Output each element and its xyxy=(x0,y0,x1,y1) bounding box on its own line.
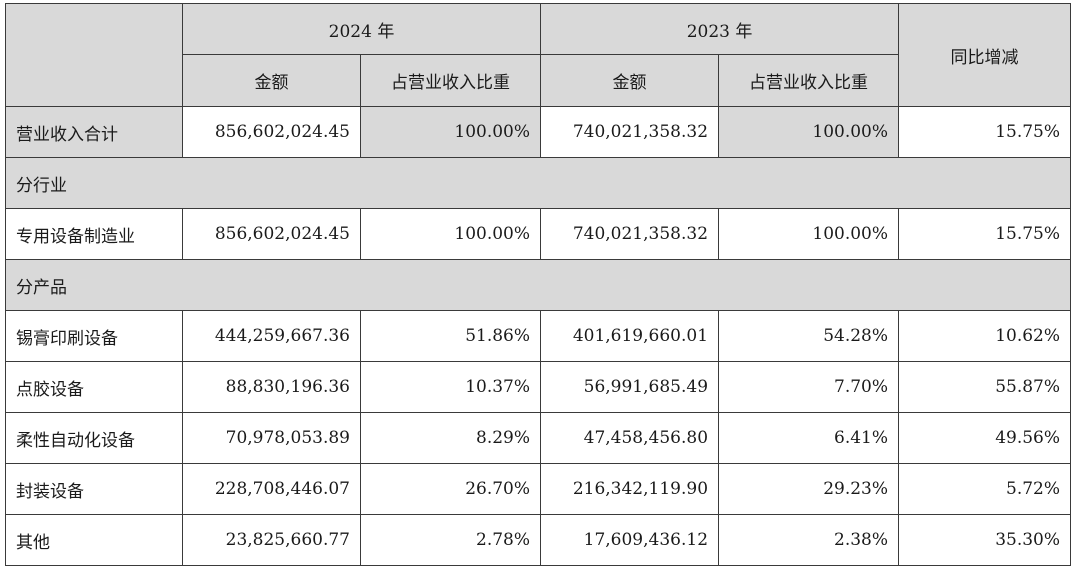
revenue-breakdown-table: 2024 年 2023 年 同比增减 金额 占营业收入比重 金额 占营业收入比重… xyxy=(4,3,1072,566)
table-row: 点胶设备 88,830,196.36 10.37% 56,991,685.49 … xyxy=(5,361,1072,413)
header-share-2024: 占营业收入比重 xyxy=(359,54,542,107)
row-label: 封装设备 xyxy=(5,463,183,515)
amount-2024-cell: 856,602,024.45 xyxy=(182,106,361,158)
header-amount-2023: 金额 xyxy=(540,54,720,107)
header-share-2023: 占营业收入比重 xyxy=(718,54,900,107)
row-label: 营业收入合计 xyxy=(5,106,183,158)
amount-2023-cell: 47,458,456.80 xyxy=(540,412,720,464)
yoy-cell: 35.30% xyxy=(898,514,1072,566)
section-row: 分产品 xyxy=(4,259,1072,311)
share-2023-cell: 6.41% xyxy=(718,412,900,464)
header-year-2024: 2024 年 xyxy=(181,3,542,55)
amount-2024-cell: 70,978,053.89 xyxy=(182,412,361,464)
table-header: 2024 年 2023 年 同比增减 金额 占营业收入比重 金额 占营业收入比重 xyxy=(5,3,1072,107)
yoy-cell: 55.87% xyxy=(898,361,1072,413)
section-label-product: 分产品 xyxy=(4,259,1072,311)
share-2023-cell: 7.70% xyxy=(718,361,900,413)
table-row: 封装设备 228,708,446.07 26.70% 216,342,119.9… xyxy=(5,463,1072,515)
section-label-industry: 分行业 xyxy=(4,157,1072,209)
amount-2024-cell: 444,259,667.36 xyxy=(182,310,361,362)
header-amount-2024: 金额 xyxy=(182,54,361,107)
yoy-cell: 15.75% xyxy=(898,106,1072,158)
table-row: 其他 23,825,660.77 2.78% 17,609,436.12 2.3… xyxy=(5,514,1072,566)
share-2023-cell: 2.38% xyxy=(718,514,900,566)
share-2024-cell: 8.29% xyxy=(359,412,542,464)
header-year-2023: 2023 年 xyxy=(540,3,900,55)
table-row: 柔性自动化设备 70,978,053.89 8.29% 47,458,456.8… xyxy=(5,412,1072,464)
share-2024-cell: 100.00% xyxy=(359,106,542,158)
share-2023-cell: 100.00% xyxy=(718,208,900,260)
share-2023-cell: 100.00% xyxy=(718,106,900,158)
amount-2023-cell: 740,021,358.32 xyxy=(540,106,720,158)
table-row: 营业收入合计 856,602,024.45 100.00% 740,021,35… xyxy=(5,106,1072,158)
row-label: 其他 xyxy=(5,514,183,566)
share-2024-cell: 2.78% xyxy=(359,514,542,566)
table-body: 营业收入合计 856,602,024.45 100.00% 740,021,35… xyxy=(4,106,1072,566)
row-label: 锡膏印刷设备 xyxy=(5,310,183,362)
yoy-cell: 10.62% xyxy=(898,310,1072,362)
share-2024-cell: 26.70% xyxy=(359,463,542,515)
share-2024-cell: 10.37% xyxy=(359,361,542,413)
yoy-cell: 15.75% xyxy=(898,208,1072,260)
amount-2024-cell: 856,602,024.45 xyxy=(182,208,361,260)
amount-2023-cell: 17,609,436.12 xyxy=(540,514,720,566)
share-2024-cell: 100.00% xyxy=(359,208,542,260)
row-label: 柔性自动化设备 xyxy=(5,412,183,464)
amount-2023-cell: 56,991,685.49 xyxy=(540,361,720,413)
amount-2023-cell: 740,021,358.32 xyxy=(540,208,720,260)
amount-2023-cell: 401,619,660.01 xyxy=(540,310,720,362)
share-2023-cell: 54.28% xyxy=(718,310,900,362)
amount-2023-cell: 216,342,119.90 xyxy=(540,463,720,515)
header-blank-cell xyxy=(5,3,183,107)
row-label: 点胶设备 xyxy=(5,361,183,413)
yoy-cell: 5.72% xyxy=(898,463,1072,515)
table-row: 锡膏印刷设备 444,259,667.36 51.86% 401,619,660… xyxy=(5,310,1072,362)
amount-2024-cell: 23,825,660.77 xyxy=(182,514,361,566)
amount-2024-cell: 228,708,446.07 xyxy=(182,463,361,515)
section-row: 分行业 xyxy=(4,157,1072,209)
header-yoy: 同比增减 xyxy=(898,3,1072,107)
share-2024-cell: 51.86% xyxy=(359,310,542,362)
share-2023-cell: 29.23% xyxy=(718,463,900,515)
table-row: 专用设备制造业 856,602,024.45 100.00% 740,021,3… xyxy=(5,208,1072,260)
yoy-cell: 49.56% xyxy=(898,412,1072,464)
row-label: 专用设备制造业 xyxy=(5,208,183,260)
amount-2024-cell: 88,830,196.36 xyxy=(182,361,361,413)
